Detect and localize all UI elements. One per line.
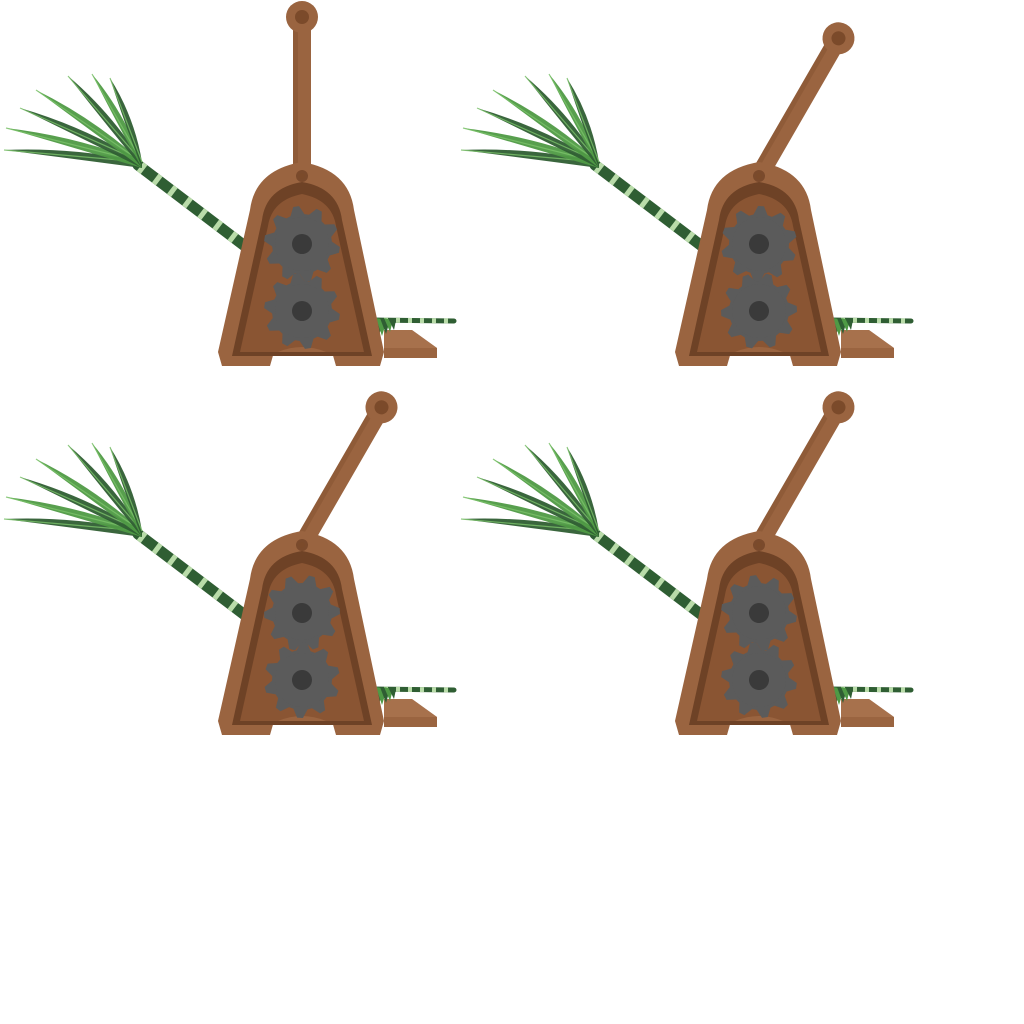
base-block bbox=[384, 699, 437, 727]
machine-body bbox=[675, 162, 841, 366]
grass-tuft-arm bbox=[3, 442, 256, 625]
grass-blades-icon bbox=[3, 442, 143, 537]
lever-knob-icon bbox=[365, 391, 398, 424]
sprite-frame bbox=[0, 369, 460, 739]
grass-blades-icon bbox=[3, 73, 143, 168]
gear-icon bbox=[264, 206, 340, 282]
lever-knob-icon bbox=[822, 391, 855, 424]
base-block bbox=[384, 330, 437, 358]
machine-body bbox=[675, 531, 841, 735]
machine-body bbox=[218, 162, 384, 366]
lever-arm bbox=[293, 391, 398, 550]
sprite-frame bbox=[457, 0, 917, 370]
lever-arm bbox=[750, 22, 855, 181]
lever-arm bbox=[286, 1, 318, 178]
gear-icon bbox=[264, 273, 340, 349]
lever-knob-icon bbox=[286, 1, 318, 33]
machine-body bbox=[218, 531, 384, 735]
grass-tuft-arm bbox=[3, 73, 256, 256]
gear-icon bbox=[721, 642, 797, 718]
gear-icon bbox=[263, 575, 341, 651]
gear-icon bbox=[721, 575, 797, 651]
lever-knob-icon bbox=[822, 22, 855, 55]
base-block bbox=[841, 330, 894, 358]
base-block bbox=[841, 699, 894, 727]
lever-arm bbox=[750, 391, 855, 550]
sprite-frame bbox=[457, 369, 917, 739]
grass-tuft-arm bbox=[460, 442, 713, 625]
grass-blades-icon bbox=[460, 442, 600, 537]
gear-icon bbox=[720, 273, 798, 349]
sprite-frame bbox=[0, 0, 460, 370]
grass-blades-icon bbox=[460, 73, 600, 168]
gear-icon bbox=[264, 641, 340, 719]
gear-icon bbox=[721, 205, 797, 283]
grass-tuft-arm bbox=[460, 73, 713, 256]
